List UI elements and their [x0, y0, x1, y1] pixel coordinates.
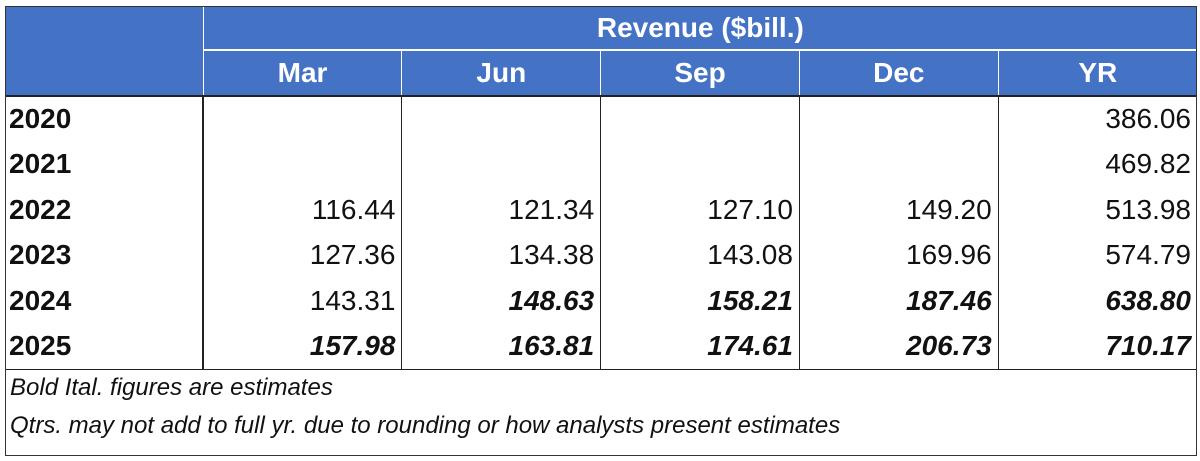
row-year: 2021 [5, 141, 205, 187]
title-row: Revenue ($bill.) [5, 6, 1197, 96]
table-row: 2020 386.06 [5, 95, 1197, 142]
cell-dec: 169.96 [799, 232, 999, 278]
cell-yr: 638.80 [1105, 284, 1191, 316]
cell-mar: 116.44 [203, 187, 403, 233]
column-header-mar: Mar [203, 50, 403, 96]
cell-mar: 143.31 [203, 278, 403, 324]
row-year: 2024 [5, 278, 205, 324]
note-row: Qtrs. may not add to full yr. due to rou… [5, 407, 1197, 445]
cell-sep [600, 141, 800, 187]
row-year: 2023 [5, 232, 205, 278]
column-header-yr: YR [998, 50, 1197, 96]
cell-yr: 469.82 [1105, 148, 1191, 180]
table-row: 2025 157.98 163.81 174.61 206.73 710.17 [5, 323, 1197, 370]
cell-sep: 158.21 [600, 278, 800, 324]
cell-jun [401, 141, 602, 187]
cell-sep: 127.10 [600, 187, 800, 233]
column-header-row: Mar Jun Sep Dec YR [5, 50, 1197, 96]
rounding-note: Qtrs. may not add to full yr. due to rou… [10, 412, 841, 439]
cell-jun [401, 95, 602, 142]
cell-mar [203, 95, 403, 142]
table-row: 2023 127.36 134.38 143.08 169.96 574.79 [5, 232, 1197, 278]
column-header-dec: Dec [799, 50, 999, 96]
cell-dec: 187.46 [799, 278, 999, 324]
header-corner [5, 6, 204, 96]
table-row: 2024 143.31 148.63 158.21 187.46 638.80 [5, 278, 1197, 324]
cell-jun: 148.63 [401, 278, 602, 324]
cell-dec [799, 141, 999, 187]
cell-dec: 206.73 [799, 323, 999, 370]
cell-yr: 386.06 [998, 95, 1197, 142]
row-year: 2022 [5, 187, 205, 233]
table-row: 2022 116.44 121.34 127.10 149.20 513.98 [5, 187, 1197, 233]
cell-mar: 157.98 [203, 323, 403, 370]
cell-sep: 174.61 [600, 323, 800, 370]
cell-mar: 127.36 [203, 232, 403, 278]
cell-jun: 134.38 [401, 232, 602, 278]
cell-jun: 121.34 [401, 187, 602, 233]
table-body: 2020 386.06 2021 469.82 2022 116.44 121.34 127.… [5, 95, 1197, 370]
column-header-jun: Jun [401, 50, 602, 96]
column-header-sep: Sep [600, 50, 800, 96]
cell-yr: 574.79 [1105, 239, 1191, 271]
cell-yr: 513.98 [1105, 193, 1191, 225]
estimates-note: Bold Ital. figures are estimates [10, 374, 333, 402]
table-row: 2021 469.82 [5, 141, 1197, 187]
cell-mar [203, 141, 403, 187]
row-year: 2020 [5, 95, 205, 142]
cell-jun: 163.81 [401, 323, 602, 370]
row-year: 2025 [5, 323, 205, 370]
note-row: Bold Ital. figures are estimates [5, 369, 1197, 407]
table-title: Revenue ($bill.) [203, 6, 1197, 51]
cell-yr: 710.17 [998, 323, 1197, 370]
cell-dec [799, 95, 999, 142]
cell-sep: 143.08 [600, 232, 800, 278]
cell-dec: 149.20 [799, 187, 999, 233]
cell-sep [600, 95, 800, 142]
revenue-table: Revenue ($bill.) Mar Jun Sep Dec YR 2020… [5, 6, 1197, 445]
